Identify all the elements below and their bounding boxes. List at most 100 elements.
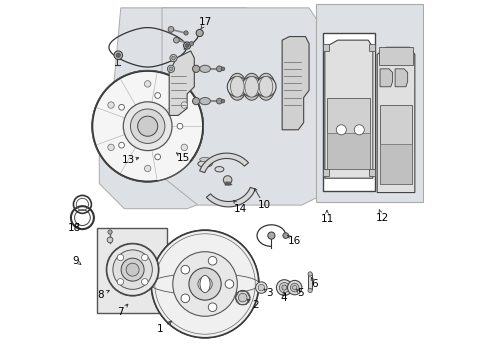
Circle shape — [267, 232, 274, 239]
Circle shape — [185, 44, 188, 47]
Circle shape — [137, 116, 158, 136]
Text: 11: 11 — [320, 215, 333, 224]
Circle shape — [181, 102, 187, 108]
Polygon shape — [169, 51, 194, 116]
Polygon shape — [162, 8, 323, 205]
Bar — [323, 169, 328, 176]
Bar — [97, 228, 167, 313]
Circle shape — [208, 257, 217, 265]
Text: 10: 10 — [257, 200, 270, 210]
Circle shape — [172, 252, 237, 316]
Circle shape — [259, 80, 272, 93]
Text: 7: 7 — [117, 307, 124, 317]
Circle shape — [279, 283, 289, 293]
Circle shape — [92, 71, 203, 182]
Ellipse shape — [199, 98, 210, 105]
Circle shape — [230, 80, 244, 93]
Circle shape — [189, 41, 193, 46]
Ellipse shape — [199, 157, 210, 162]
Text: 17: 17 — [199, 17, 212, 27]
Circle shape — [117, 254, 123, 261]
Circle shape — [188, 268, 221, 300]
Circle shape — [287, 280, 301, 295]
Text: 12: 12 — [375, 213, 388, 222]
Circle shape — [244, 80, 258, 93]
Ellipse shape — [200, 275, 210, 293]
Circle shape — [121, 258, 144, 281]
Text: 1: 1 — [157, 324, 163, 334]
Polygon shape — [99, 8, 273, 209]
Ellipse shape — [199, 65, 210, 72]
Circle shape — [144, 81, 151, 87]
Circle shape — [151, 230, 258, 338]
Circle shape — [183, 31, 188, 35]
Circle shape — [141, 254, 148, 261]
Circle shape — [107, 102, 114, 108]
Polygon shape — [282, 37, 308, 130]
Circle shape — [241, 77, 261, 97]
Circle shape — [171, 56, 175, 60]
Circle shape — [290, 283, 298, 292]
Polygon shape — [379, 69, 392, 87]
Circle shape — [235, 291, 249, 305]
Circle shape — [169, 67, 172, 71]
Circle shape — [307, 288, 312, 293]
Circle shape — [307, 272, 312, 276]
Circle shape — [336, 125, 346, 135]
Circle shape — [181, 294, 189, 303]
Circle shape — [216, 98, 222, 104]
Ellipse shape — [228, 73, 246, 100]
Ellipse shape — [242, 73, 260, 100]
Bar — [308, 274, 311, 289]
Polygon shape — [206, 187, 255, 207]
Circle shape — [221, 99, 224, 103]
Circle shape — [107, 237, 113, 243]
Ellipse shape — [244, 76, 258, 97]
Polygon shape — [324, 40, 372, 178]
Circle shape — [238, 293, 246, 302]
Circle shape — [181, 144, 187, 150]
Circle shape — [177, 123, 183, 129]
Text: 9: 9 — [73, 256, 79, 266]
Bar — [368, 169, 374, 176]
Circle shape — [108, 230, 112, 234]
Text: 5: 5 — [296, 288, 303, 298]
Polygon shape — [376, 47, 414, 193]
Circle shape — [130, 109, 164, 143]
Ellipse shape — [198, 161, 212, 167]
Circle shape — [255, 282, 266, 293]
Text: 4: 4 — [280, 293, 286, 303]
Ellipse shape — [230, 76, 244, 97]
Circle shape — [221, 67, 224, 71]
Circle shape — [227, 77, 247, 97]
Circle shape — [107, 144, 114, 150]
Circle shape — [255, 77, 276, 97]
Text: 6: 6 — [310, 279, 317, 289]
Circle shape — [144, 165, 151, 172]
Text: 15: 15 — [177, 153, 190, 163]
Circle shape — [106, 244, 158, 296]
Circle shape — [114, 51, 122, 59]
Circle shape — [155, 93, 160, 98]
Circle shape — [196, 30, 203, 37]
Circle shape — [208, 303, 217, 311]
Circle shape — [183, 42, 190, 49]
Circle shape — [181, 265, 189, 274]
Text: 13: 13 — [121, 155, 134, 165]
Circle shape — [192, 98, 199, 105]
Polygon shape — [199, 153, 248, 173]
Bar — [368, 44, 374, 51]
Circle shape — [224, 280, 233, 288]
Circle shape — [113, 250, 152, 289]
Text: 18: 18 — [67, 224, 81, 233]
Circle shape — [169, 54, 177, 62]
Bar — [316, 4, 422, 202]
Circle shape — [123, 102, 172, 150]
Circle shape — [258, 284, 264, 291]
Text: 14: 14 — [233, 204, 246, 214]
Text: 2: 2 — [251, 300, 258, 310]
Bar — [326, 134, 369, 169]
Polygon shape — [378, 47, 412, 65]
Circle shape — [173, 37, 179, 43]
Circle shape — [276, 280, 292, 296]
